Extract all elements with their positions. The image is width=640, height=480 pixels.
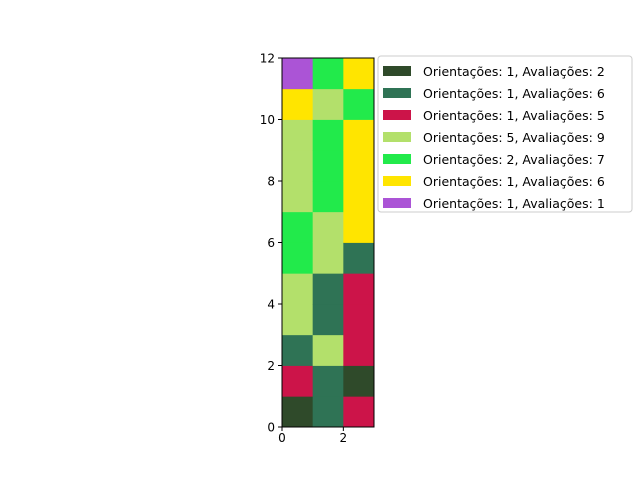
legend-label: Orientações: 2, Avaliações: 7 [423, 152, 605, 167]
y-tick-label: 2 [267, 359, 275, 373]
legend-swatch [383, 198, 411, 208]
heatmap-cell [312, 150, 344, 182]
heatmap-cell [343, 242, 375, 274]
y-tick-label: 4 [267, 297, 275, 311]
heatmap-cell [282, 304, 314, 336]
legend-box [377, 55, 633, 213]
heatmap-cell [282, 211, 314, 243]
legend-label: Orientações: 1, Avaliações: 6 [423, 86, 605, 101]
heatmap-cell [343, 304, 375, 336]
heatmap-cell [282, 242, 314, 274]
heatmap-cells [282, 58, 375, 428]
heatmap-cell [343, 396, 375, 428]
legend-swatch [383, 66, 411, 76]
heatmap-cell [343, 273, 375, 305]
heatmap-cell [312, 88, 344, 120]
legend-swatch [383, 154, 411, 164]
heatmap-cell [282, 150, 314, 182]
legend-swatch [383, 132, 411, 142]
legend-label: Orientações: 1, Avaliações: 1 [423, 196, 605, 211]
y-tick-label: 12 [260, 51, 275, 65]
heatmap-cell [282, 396, 314, 428]
heatmap-cell [282, 273, 314, 305]
y-tick-label: 6 [267, 236, 275, 250]
heatmap-cell [282, 181, 314, 213]
legend-swatch [383, 88, 411, 98]
heatmap-cell [343, 119, 375, 151]
legend-label: Orientações: 1, Avaliações: 6 [423, 174, 605, 189]
heatmap-cell [343, 88, 375, 120]
heatmap-cell [282, 58, 314, 90]
heatmap-cell [343, 58, 375, 90]
x-tick-label: 0 [278, 431, 286, 445]
heatmap-cell [343, 181, 375, 213]
heatmap-cell [343, 365, 375, 397]
heatmap-cell [312, 242, 344, 274]
y-tick-label: 10 [260, 113, 275, 127]
legend-label: Orientações: 1, Avaliações: 5 [423, 108, 605, 123]
heatmap-cell [312, 273, 344, 305]
x-tick-label: 2 [340, 431, 348, 445]
heatmap-cell [282, 119, 314, 151]
heatmap-cell [312, 211, 344, 243]
legend-label: Orientações: 5, Avaliações: 9 [423, 130, 605, 145]
y-tick-label: 0 [267, 420, 275, 434]
heatmap-cell [312, 304, 344, 336]
heatmap-cell [343, 334, 375, 366]
heatmap-cell [312, 119, 344, 151]
legend-label: Orientações: 1, Avaliações: 2 [423, 64, 605, 79]
heatmap-cell [343, 150, 375, 182]
heatmap-cell [312, 334, 344, 366]
heatmap-cell [282, 88, 314, 120]
legend-swatch [383, 110, 411, 120]
heatmap-cell [282, 365, 314, 397]
legend: Orientações: 1, Avaliações: 2 Orientações… [377, 55, 633, 213]
heatmap-cell [312, 58, 344, 90]
heatmap-cell [312, 181, 344, 213]
heatmap-cell [312, 396, 344, 428]
y-axis: 0 2 4 6 8 10 12 [260, 51, 282, 434]
heatmap-cell [282, 334, 314, 366]
legend-swatch [383, 176, 411, 186]
y-tick-label: 8 [267, 174, 275, 188]
heatmap-cell [343, 211, 375, 243]
heatmap-cell [312, 365, 344, 397]
